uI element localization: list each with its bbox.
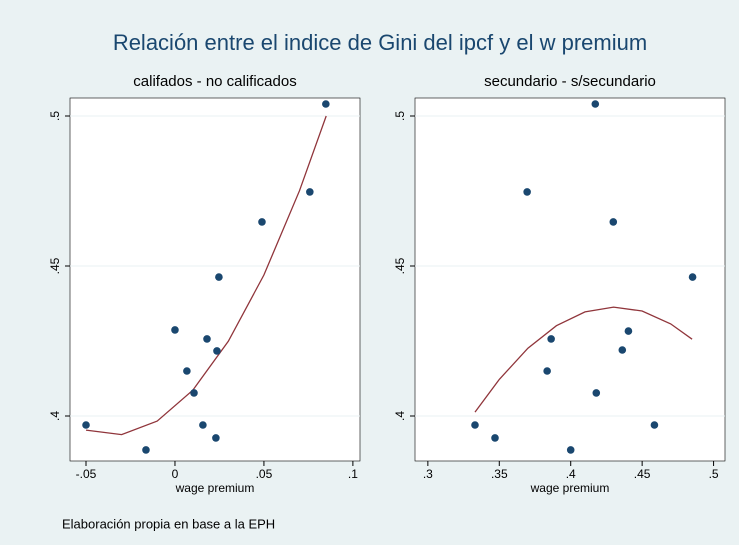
point [491, 434, 499, 442]
point [199, 421, 207, 429]
point [183, 367, 191, 375]
point [212, 434, 220, 442]
y-tick-label: .5 [393, 111, 407, 121]
point [592, 389, 601, 397]
x-axis-label: wage premium [530, 481, 610, 495]
x-tick-label: 0 [172, 467, 179, 481]
point [258, 218, 266, 226]
point [543, 367, 551, 375]
point [609, 218, 618, 226]
point [618, 346, 627, 354]
fit-line [474, 306, 693, 413]
x-tick-label: .1 [348, 467, 358, 481]
x-tick-label: .35 [491, 467, 508, 481]
point [171, 326, 179, 334]
point [306, 188, 314, 196]
point [591, 100, 600, 108]
y-tick-label: .5 [48, 111, 62, 121]
x-tick-label: .45 [634, 467, 651, 481]
x-tick-label: .5 [709, 467, 719, 481]
point [213, 347, 221, 355]
point [650, 421, 659, 429]
point [322, 100, 330, 108]
chart-title: Relación entre el indice de Gini del ipc… [113, 30, 647, 55]
point [566, 446, 575, 454]
fit-line [85, 115, 327, 436]
point [523, 188, 531, 196]
point [190, 389, 198, 397]
panel-title: califados - no calificados [133, 73, 296, 90]
y-tick-label: .4 [393, 411, 407, 421]
point [82, 421, 90, 429]
y-tick-label: .45 [48, 257, 62, 274]
point [203, 335, 211, 343]
x-tick-label: .4 [566, 467, 576, 481]
x-axis-label: wage premium [175, 481, 255, 495]
point [215, 273, 223, 281]
plot-area [69, 97, 361, 462]
x-tick-label: -.05 [76, 467, 97, 481]
plot-area [414, 97, 726, 462]
point [547, 335, 555, 343]
y-tick-label: .4 [48, 411, 62, 421]
y-tick-label: .45 [393, 257, 407, 274]
point [142, 446, 150, 454]
point [688, 273, 697, 281]
panel-title: secundario - s/secundario [484, 73, 656, 90]
note: Elaboración propia en base a la EPH [62, 516, 275, 531]
x-tick-label: .05 [256, 467, 273, 481]
point [471, 421, 479, 429]
point [624, 327, 633, 335]
x-tick-label: .3 [423, 467, 433, 481]
